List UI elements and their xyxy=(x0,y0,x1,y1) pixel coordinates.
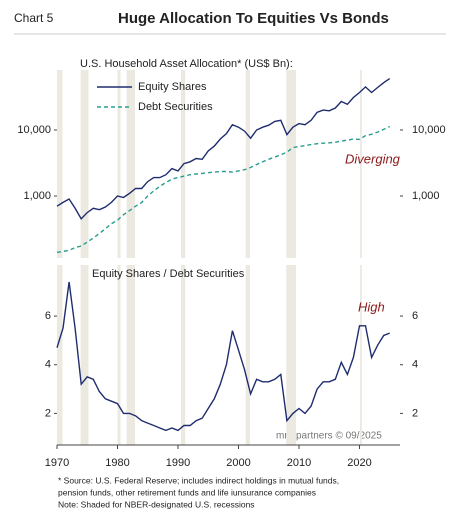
x-tick-label: 2020 xyxy=(347,457,371,469)
recession-band xyxy=(245,70,250,258)
annotation: Diverging xyxy=(345,151,401,166)
legend-label: Equity Shares xyxy=(138,81,207,93)
note: * Source: U.S. Federal Reserve; includes… xyxy=(58,475,339,485)
recession-band xyxy=(57,70,63,258)
panel-subtitle: U.S. Household Asset Allocation* (US$ Bn… xyxy=(80,58,293,70)
watermark: mrb partners © 09/2025 xyxy=(276,431,382,442)
recession-band xyxy=(360,265,362,445)
x-tick-label: 2000 xyxy=(226,457,250,469)
recession-band xyxy=(80,70,89,258)
recession-band xyxy=(126,70,136,258)
chart-label: Chart 5 xyxy=(14,11,54,25)
recession-band xyxy=(57,265,63,445)
y2-tick-label: 10,000 xyxy=(412,124,446,136)
y-tick-label: 10,000 xyxy=(17,124,51,136)
series-line xyxy=(56,78,391,221)
recession-band xyxy=(286,265,296,445)
note: pension funds, other retirement funds an… xyxy=(58,487,316,497)
plot-layer: U.S. Household Asset Allocation* (US$ Bn… xyxy=(17,58,445,469)
recession-band xyxy=(117,70,121,258)
x-tick-label: 1970 xyxy=(45,457,69,469)
y2-tick-label: 6 xyxy=(412,310,418,322)
recession-band xyxy=(245,265,250,445)
y-tick-label: 6 xyxy=(45,310,51,322)
recession-band xyxy=(80,265,89,445)
chart-title: Huge Allocation To Equities Vs Bonds xyxy=(118,10,389,27)
y-tick-label: 1,000 xyxy=(23,190,51,202)
x-tick-label: 1990 xyxy=(166,457,190,469)
recession-band xyxy=(360,70,362,258)
recession-band xyxy=(117,265,121,445)
panel-subtitle: Equity Shares / Debt Securities xyxy=(92,268,245,280)
y-tick-label: 4 xyxy=(45,359,51,371)
y2-tick-label: 2 xyxy=(412,407,418,419)
legend-label: Debt Securities xyxy=(138,101,213,113)
recession-band xyxy=(181,265,186,445)
y2-tick-label: 4 xyxy=(412,359,418,371)
recession-band xyxy=(286,70,296,258)
x-tick-label: 2010 xyxy=(287,457,311,469)
recession-band xyxy=(126,265,136,445)
annotation: High xyxy=(358,299,385,314)
y-tick-label: 2 xyxy=(45,407,51,419)
series-line xyxy=(56,125,391,254)
x-tick-label: 1980 xyxy=(105,457,129,469)
series-line xyxy=(56,281,390,432)
y2-tick-label: 1,000 xyxy=(412,190,440,202)
note: Note: Shaded for NBER-designated U.S. re… xyxy=(58,499,255,509)
